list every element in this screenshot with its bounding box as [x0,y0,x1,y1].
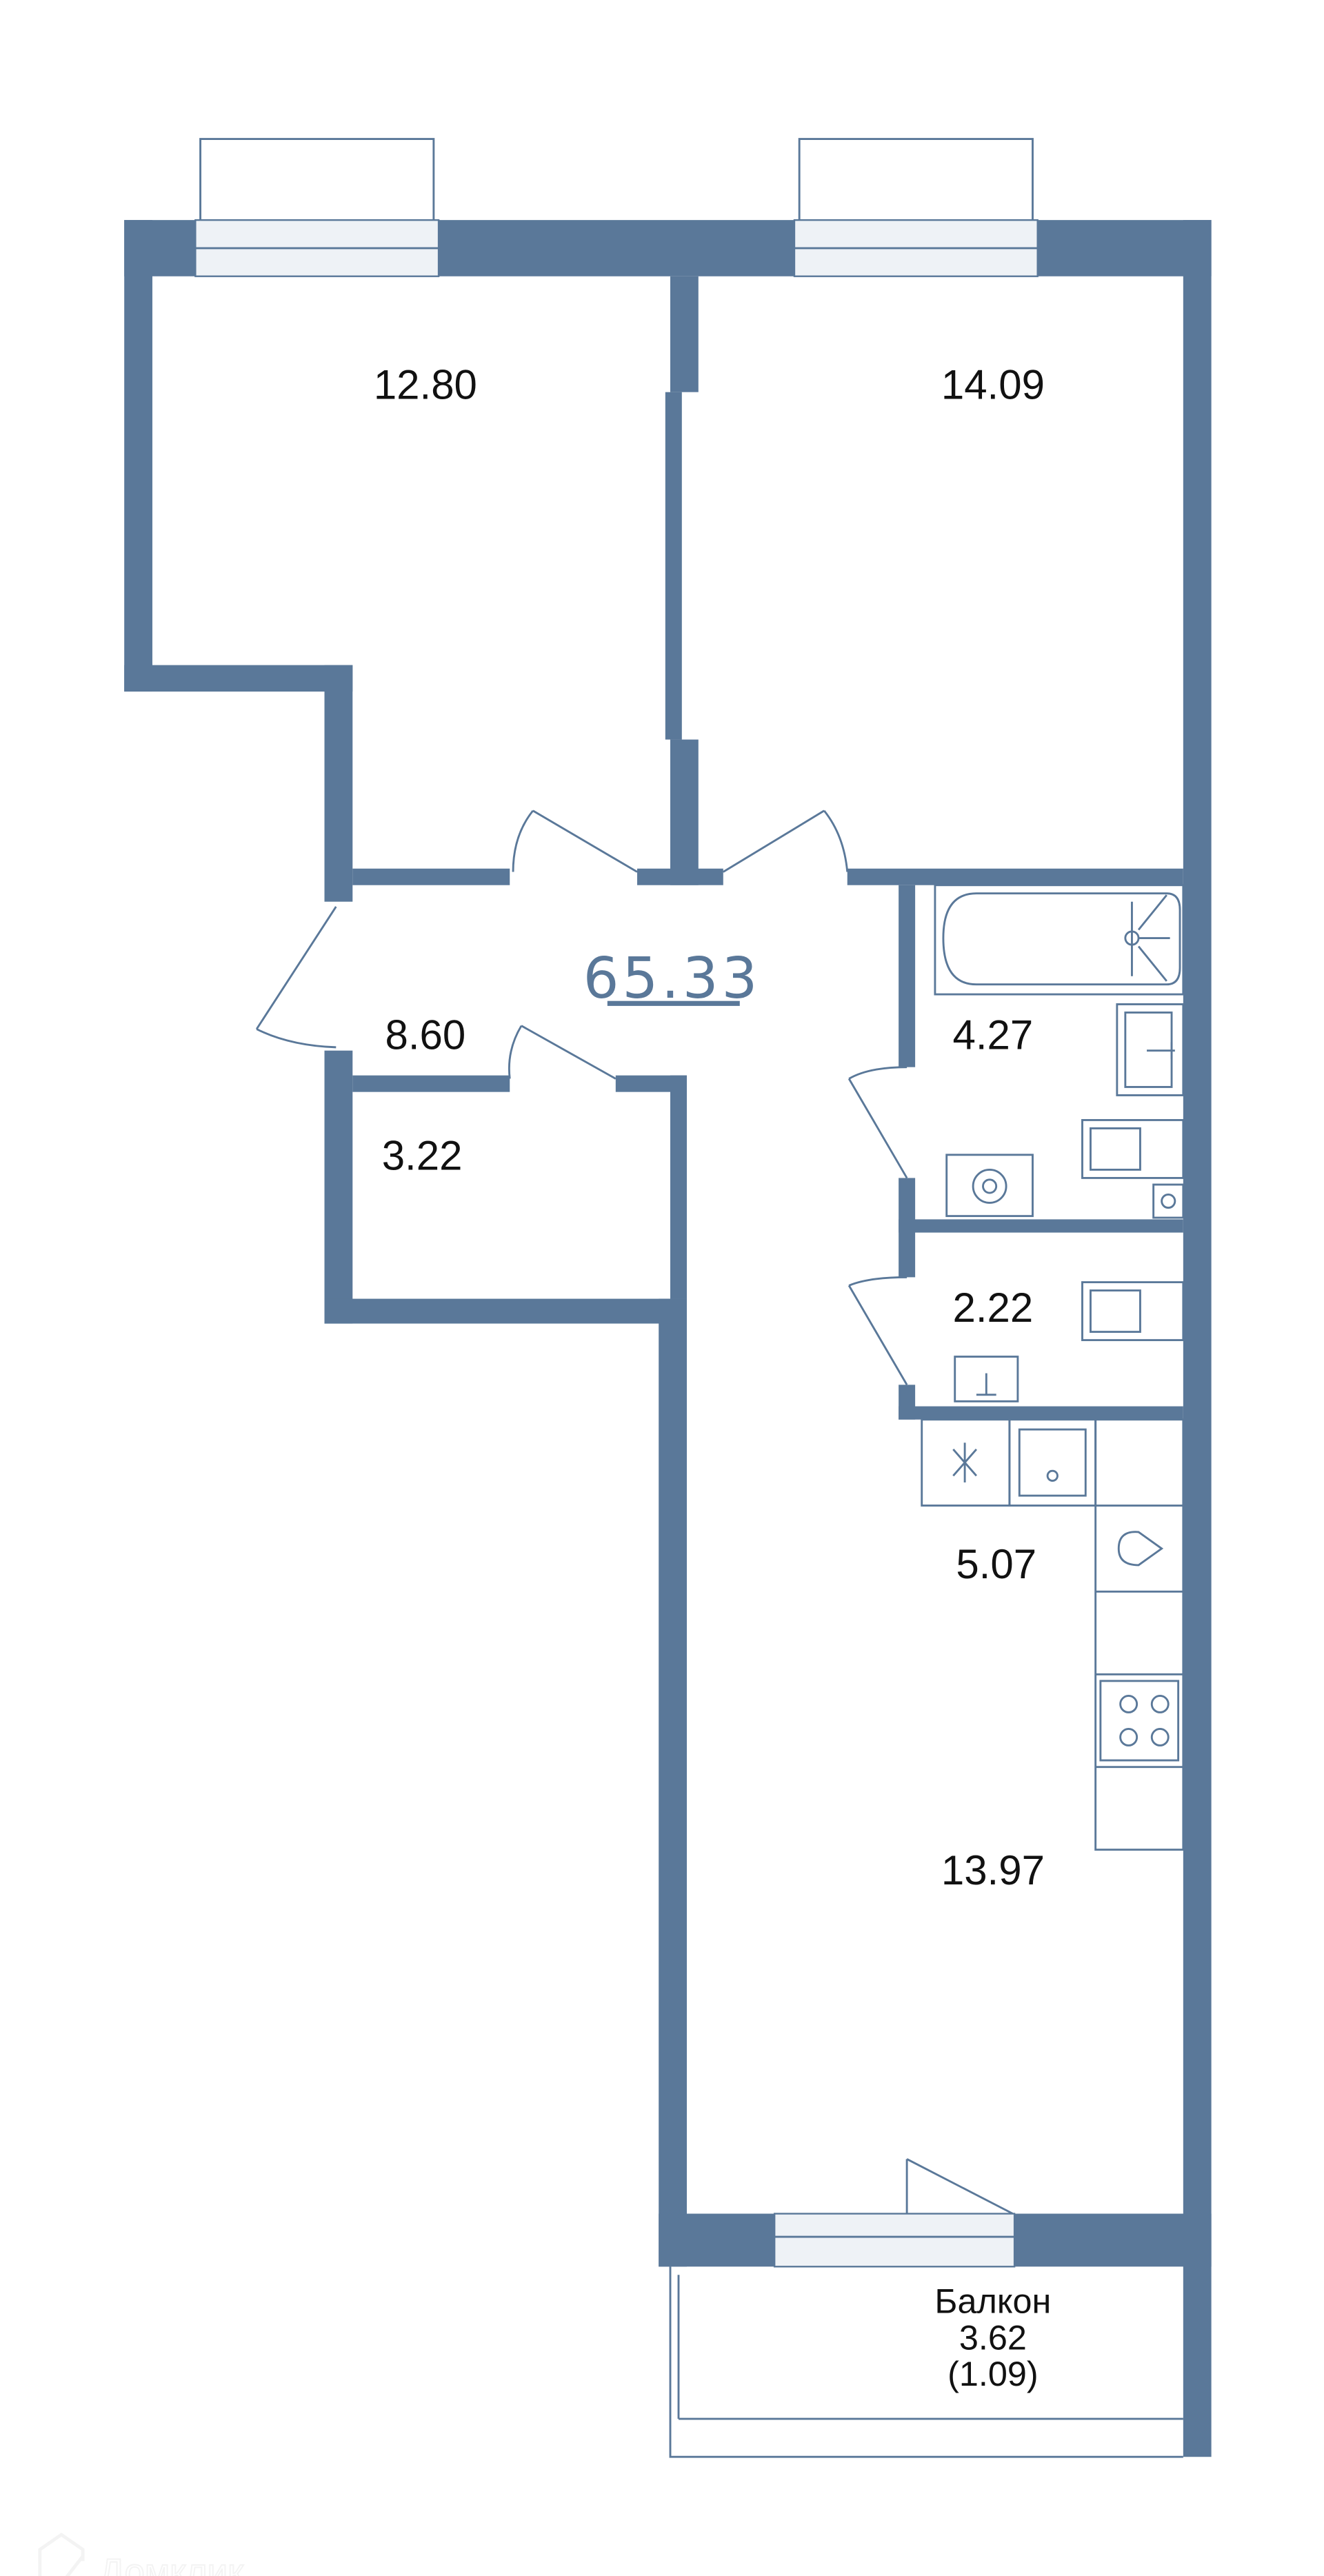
room-area-hallway: 8.60 [385,1012,466,1058]
window-bedroom-1 [194,138,440,277]
total-area[interactable]: 65.33 [583,946,761,1012]
walls [124,220,1212,2457]
domclick-logo: Домклик [38,2533,245,2576]
room-area-storage: 3.22 [382,1132,463,1178]
watermark-text: Домклик [99,2552,244,2576]
room-area-kitchen: 5.07 [956,1541,1036,1587]
balcony-label: Балкон [934,2281,1051,2320]
balcony [669,2266,1183,2458]
washing-machine-icon [945,1154,1034,1218]
room-area-bathroom: 4.27 [953,1012,1034,1058]
total-area-underline [607,1000,740,1006]
toilet-icon [954,1356,1019,1402]
balcony-door-window [773,2213,1016,2268]
bathroom-cabinet-icon [1081,1119,1185,1219]
window-bedroom-2 [793,138,1039,277]
room-area-bedroom-2: 14.09 [941,361,1045,407]
balcony-area: 3.62 [959,2317,1027,2357]
room-area-bedroom-1: 12.80 [374,361,477,407]
kitchen-units [921,1418,1185,1851]
bathtub-icon [934,884,1185,996]
doors [255,809,1014,2215]
sink-icon [1116,1003,1185,1096]
balcony-reduced-area: (1.09) [947,2354,1039,2393]
wc-sink-icon [1081,1281,1185,1342]
room-area-wc: 2.22 [953,1285,1034,1331]
room-area-living: 13.97 [941,1847,1045,1893]
